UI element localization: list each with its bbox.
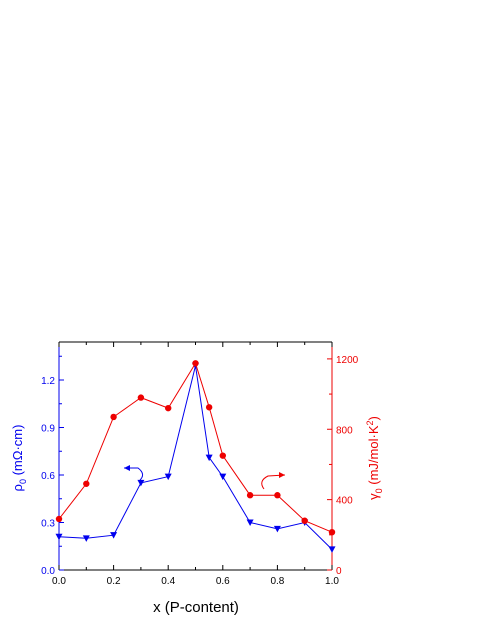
series-point-left [137, 479, 145, 487]
series-point-left [205, 454, 213, 462]
left-axis-title-main: ρ [10, 484, 25, 491]
x-tick-label: 0.0 [52, 576, 66, 587]
right-axis-title-mid: (mJ/mol·K [366, 425, 381, 488]
series-point-right [165, 404, 172, 412]
series-point-right [274, 492, 281, 499]
series-point-right [110, 413, 117, 421]
series-layer [55, 360, 336, 553]
series-point-left [82, 535, 90, 542]
right-axis-title-sub: 0 [374, 488, 384, 493]
left-y-tick-label: 0.0 [41, 566, 55, 577]
series-point-left [273, 525, 281, 533]
left-axis-title-sub: 0 [18, 479, 28, 484]
series-point-right [137, 394, 145, 401]
x-tick-label: 0.8 [270, 576, 284, 587]
series-line-left [58, 365, 333, 550]
series-point-left [164, 473, 172, 481]
left-axis-title-rest: (mΩ·cm) [10, 425, 25, 479]
right-series-pointer-arrow [261, 472, 286, 490]
series-point-left [246, 519, 254, 526]
series-point-right [246, 492, 254, 499]
right-y-tick-label: 400 [336, 496, 353, 507]
x-tick-label: 0.4 [161, 576, 175, 587]
left-series-pointer-arrow [124, 465, 144, 481]
x-axis-title: x (P-content) [153, 599, 239, 616]
series-point-right [205, 404, 213, 411]
x-tick-label: 1.0 [325, 576, 339, 587]
series-line-right [58, 362, 333, 533]
right-y-tick-label: 0 [336, 566, 342, 577]
right-axis-title-end: ) [366, 416, 381, 420]
series-point-left [55, 533, 63, 541]
series-point-left [110, 532, 118, 539]
label-layer: 0.0 0.2 0.4 0.6 0.8 1.0 0.0 0.3 0.6 0.9 1.2 0 400 800… [41, 355, 359, 587]
left-axis-title: ρ0 (mΩ·cm) [10, 425, 28, 492]
series-point-right [301, 517, 308, 524]
left-y-tick-label: 0.6 [41, 471, 55, 482]
series-point-right [55, 515, 63, 523]
series-point-right [219, 452, 226, 459]
right-y-tick-label: 800 [336, 425, 353, 436]
left-y-tick-label: 0.9 [41, 424, 55, 435]
right-y-tick-label: 1200 [336, 355, 359, 366]
series-point-left [328, 546, 336, 553]
left-y-tick-label: 1.2 [41, 376, 55, 387]
right-axis-title-sup: 2 [365, 420, 375, 425]
series-point-right [83, 480, 90, 487]
x-tick-label: 0.6 [216, 576, 230, 587]
plot-area [58, 341, 333, 571]
series-point-right [192, 360, 199, 367]
x-tick-label: 0.2 [107, 576, 121, 587]
right-axis-title-main: γ [366, 493, 381, 500]
left-y-tick-label: 0.3 [41, 519, 55, 530]
series-point-left [219, 473, 227, 481]
right-axis-title: γ0 (mJ/mol·K2) [365, 416, 384, 500]
series-point-right [328, 528, 336, 536]
